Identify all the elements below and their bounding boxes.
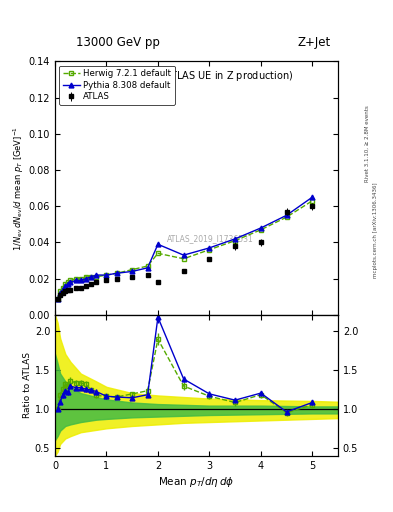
Pythia 8.308 default xyxy=(181,252,186,258)
Herwig 7.2.1 default xyxy=(233,238,237,244)
Line: Herwig 7.2.1 default: Herwig 7.2.1 default xyxy=(55,199,315,301)
Line: Pythia 8.308 default: Pythia 8.308 default xyxy=(55,195,315,301)
Legend: Herwig 7.2.1 default, Pythia 8.308 default, ATLAS: Herwig 7.2.1 default, Pythia 8.308 defau… xyxy=(59,66,175,105)
Pythia 8.308 default xyxy=(207,245,212,251)
Pythia 8.308 default xyxy=(94,272,99,278)
Herwig 7.2.1 default xyxy=(156,250,160,257)
Pythia 8.308 default xyxy=(58,290,62,296)
Herwig 7.2.1 default xyxy=(259,227,263,233)
Pythia 8.308 default xyxy=(73,278,78,284)
Herwig 7.2.1 default xyxy=(94,274,99,280)
Pythia 8.308 default xyxy=(310,194,315,200)
Pythia 8.308 default xyxy=(61,287,65,293)
Herwig 7.2.1 default xyxy=(68,278,73,284)
Pythia 8.308 default xyxy=(104,272,109,278)
Pythia 8.308 default xyxy=(55,295,60,302)
Herwig 7.2.1 default xyxy=(73,275,78,282)
Pythia 8.308 default xyxy=(68,279,73,285)
Pythia 8.308 default xyxy=(66,281,70,287)
Pythia 8.308 default xyxy=(89,274,94,280)
Herwig 7.2.1 default xyxy=(284,214,289,220)
Herwig 7.2.1 default xyxy=(55,295,60,302)
Herwig 7.2.1 default xyxy=(58,288,62,294)
Herwig 7.2.1 default xyxy=(207,247,212,253)
Herwig 7.2.1 default xyxy=(63,281,68,287)
Pythia 8.308 default xyxy=(259,225,263,231)
Pythia 8.308 default xyxy=(78,278,83,284)
Herwig 7.2.1 default xyxy=(104,272,109,278)
Text: mcplots.cern.ch [arXiv:1306.3436]: mcplots.cern.ch [arXiv:1306.3436] xyxy=(373,183,378,278)
Pythia 8.308 default xyxy=(63,283,68,289)
Herwig 7.2.1 default xyxy=(84,274,88,280)
Herwig 7.2.1 default xyxy=(61,285,65,291)
Text: Scalar $\Sigma(p_T)$ (ATLAS UE in Z production): Scalar $\Sigma(p_T)$ (ATLAS UE in Z prod… xyxy=(99,69,294,83)
Pythia 8.308 default xyxy=(156,241,160,247)
Text: 13000 GeV pp: 13000 GeV pp xyxy=(76,36,160,49)
Text: Z+Jet: Z+Jet xyxy=(298,36,331,49)
Text: Rivet 3.1.10, ≥ 2.8M events: Rivet 3.1.10, ≥ 2.8M events xyxy=(365,105,370,182)
Herwig 7.2.1 default xyxy=(310,198,315,204)
Pythia 8.308 default xyxy=(284,212,289,219)
Y-axis label: Ratio to ATLAS: Ratio to ATLAS xyxy=(23,352,32,418)
Y-axis label: $1/N_{\rm ev}\,dN_{\rm ev}/d$ mean $p_T$ [GeV]$^{-1}$: $1/N_{\rm ev}\,dN_{\rm ev}/d$ mean $p_T$… xyxy=(11,125,26,251)
X-axis label: Mean $p_T/d\eta\,d\phi$: Mean $p_T/d\eta\,d\phi$ xyxy=(158,475,235,489)
Herwig 7.2.1 default xyxy=(89,274,94,280)
Herwig 7.2.1 default xyxy=(114,270,119,276)
Herwig 7.2.1 default xyxy=(181,255,186,262)
Pythia 8.308 default xyxy=(145,265,150,271)
Pythia 8.308 default xyxy=(233,236,237,242)
Herwig 7.2.1 default xyxy=(66,279,70,285)
Text: ATLAS_2019_I1736531: ATLAS_2019_I1736531 xyxy=(167,234,254,243)
Herwig 7.2.1 default xyxy=(145,263,150,269)
Pythia 8.308 default xyxy=(114,270,119,276)
Pythia 8.308 default xyxy=(130,268,134,274)
Herwig 7.2.1 default xyxy=(78,275,83,282)
Pythia 8.308 default xyxy=(84,275,88,282)
Herwig 7.2.1 default xyxy=(130,267,134,273)
